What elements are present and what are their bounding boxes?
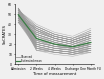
X-axis label: Time of measurement: Time of measurement [33,72,76,76]
Y-axis label: SoCRATES: SoCRATES [3,24,7,44]
Legend: Observed, Estimated mean: Observed, Estimated mean [16,54,41,63]
